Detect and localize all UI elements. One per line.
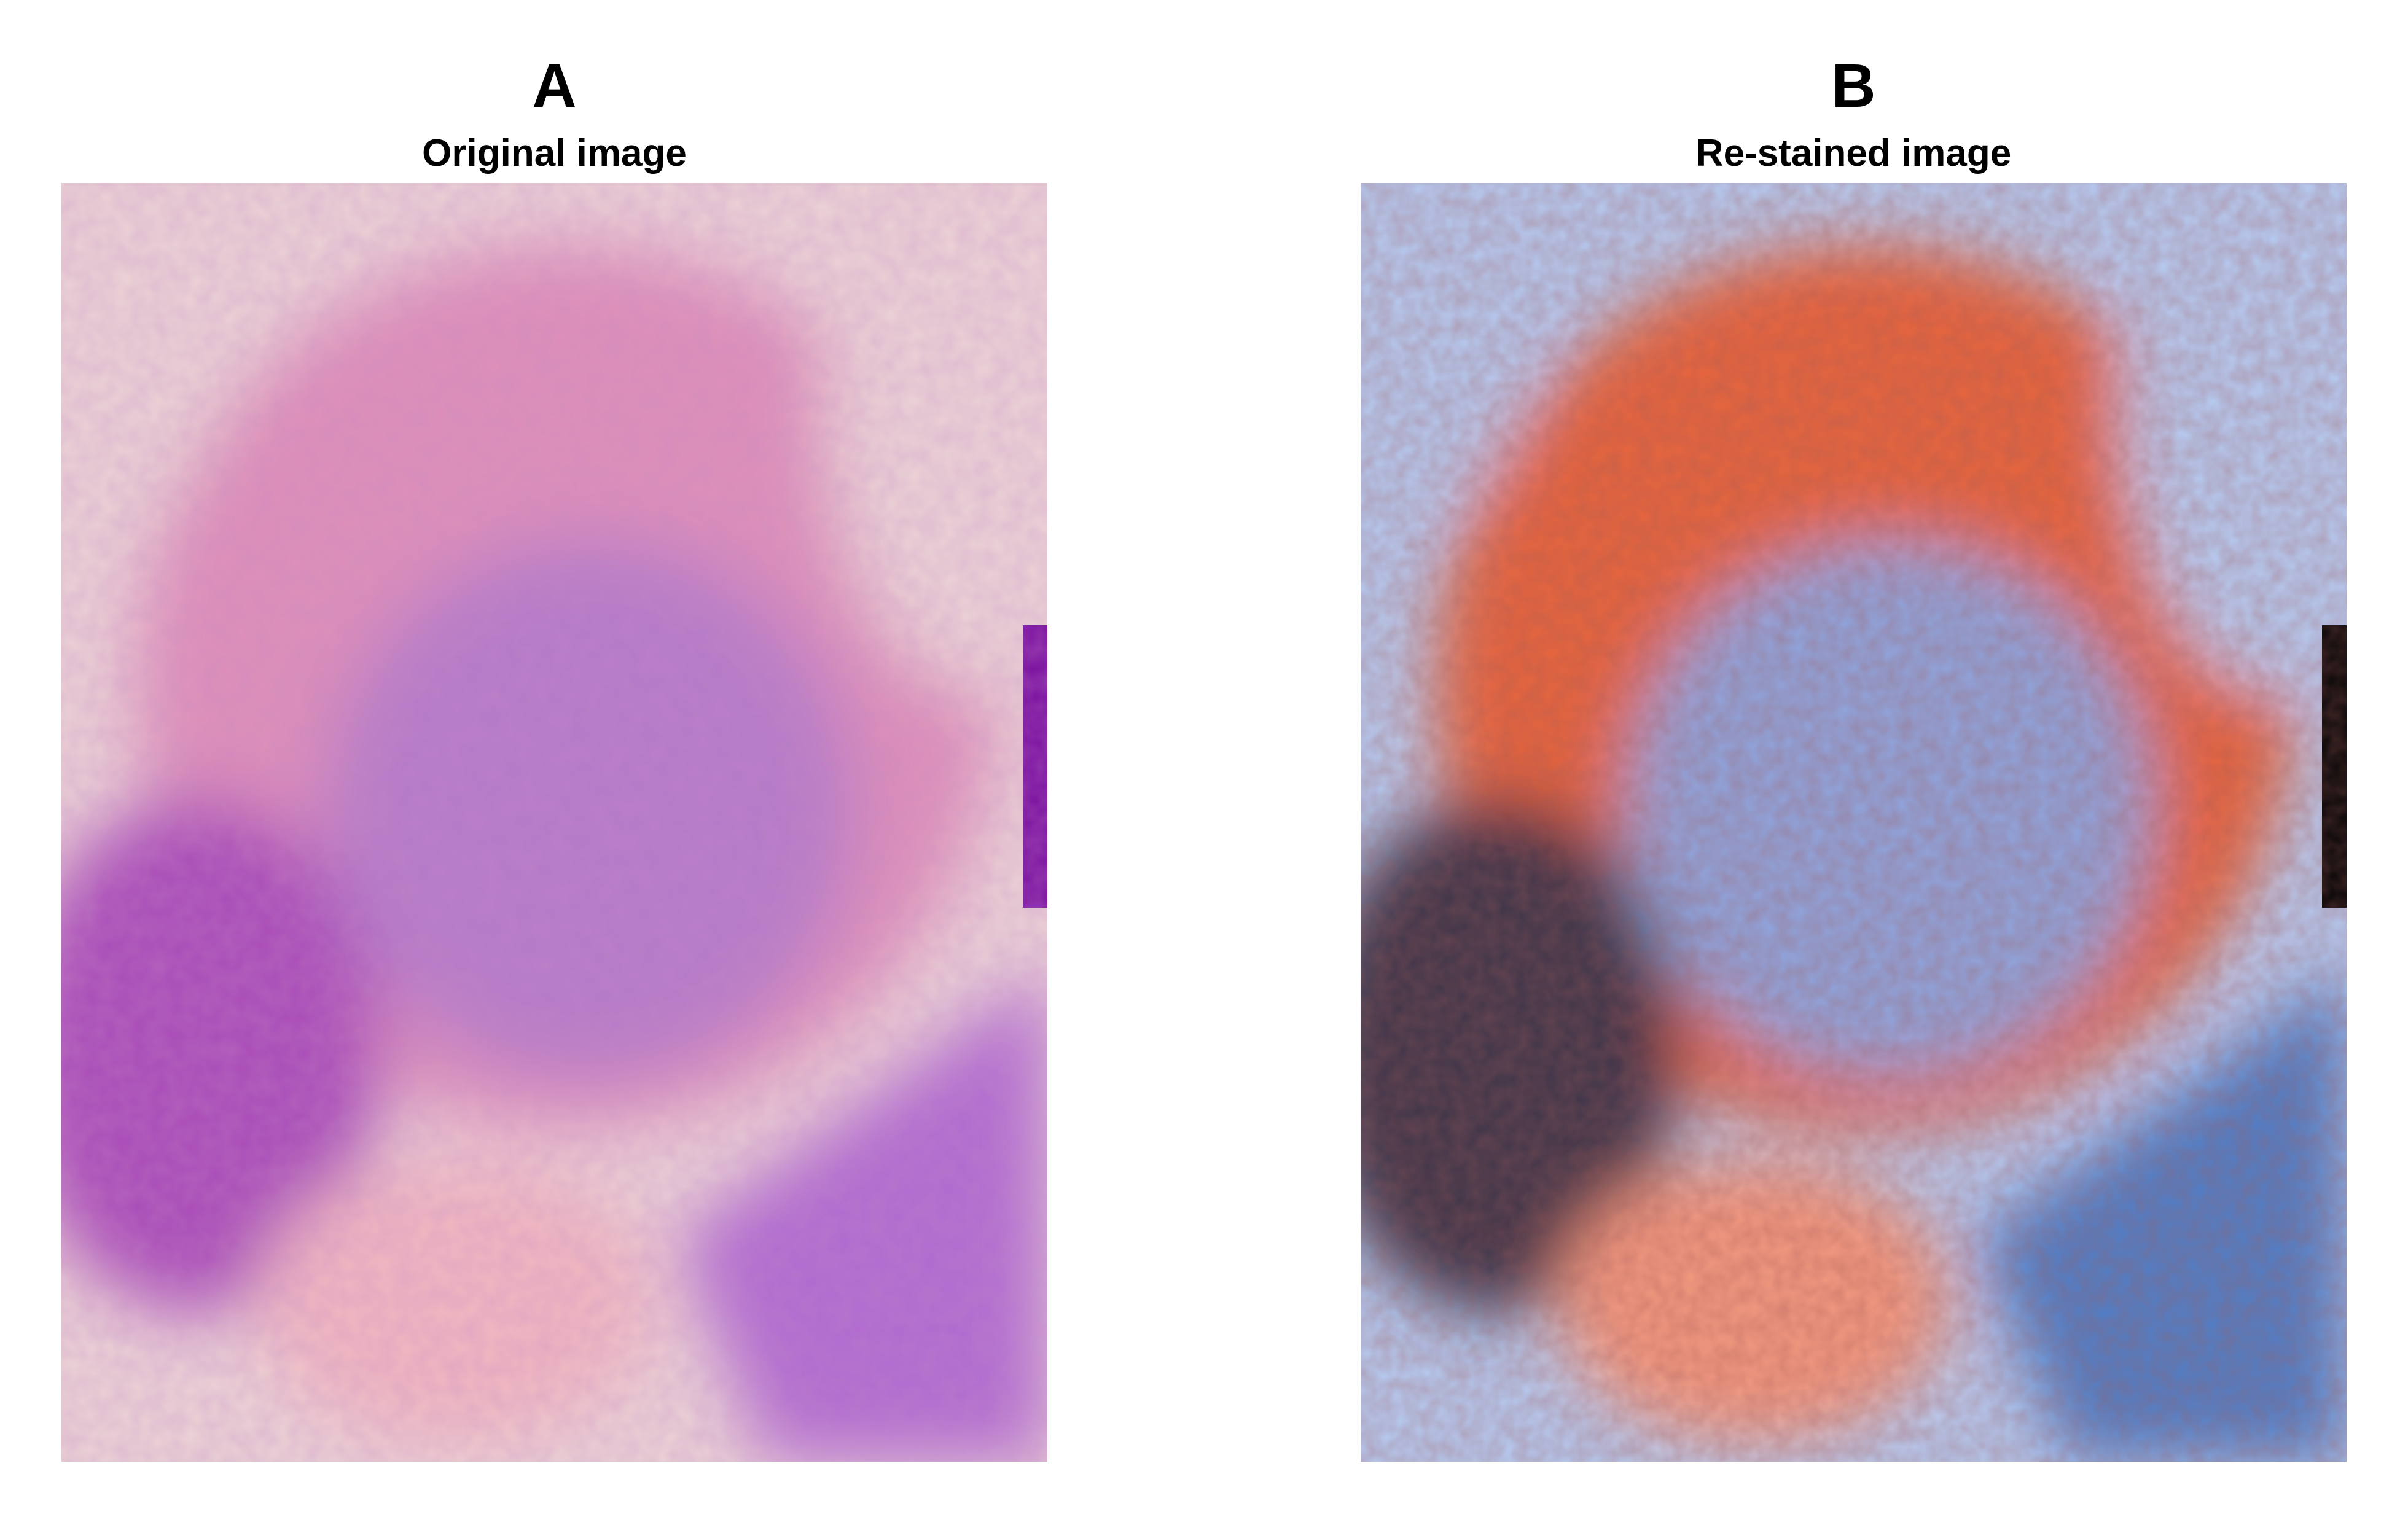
panel-letter-a: A bbox=[61, 49, 1047, 123]
panel-original: A Original image bbox=[61, 0, 1047, 1525]
restained-image bbox=[1361, 183, 2347, 1462]
texture-overlay bbox=[1361, 183, 2347, 1462]
panel-letter-b: B bbox=[1361, 49, 2347, 123]
original-image-svg bbox=[61, 183, 1047, 1462]
panel-restained: B Re-stained image bbox=[1361, 0, 2347, 1525]
restained-image-svg bbox=[1361, 183, 2347, 1462]
panel-title-original: Original image bbox=[61, 130, 1047, 177]
texture-overlay bbox=[61, 183, 1047, 1462]
panel-title-restained: Re-stained image bbox=[1361, 130, 2347, 177]
original-image bbox=[61, 183, 1047, 1462]
